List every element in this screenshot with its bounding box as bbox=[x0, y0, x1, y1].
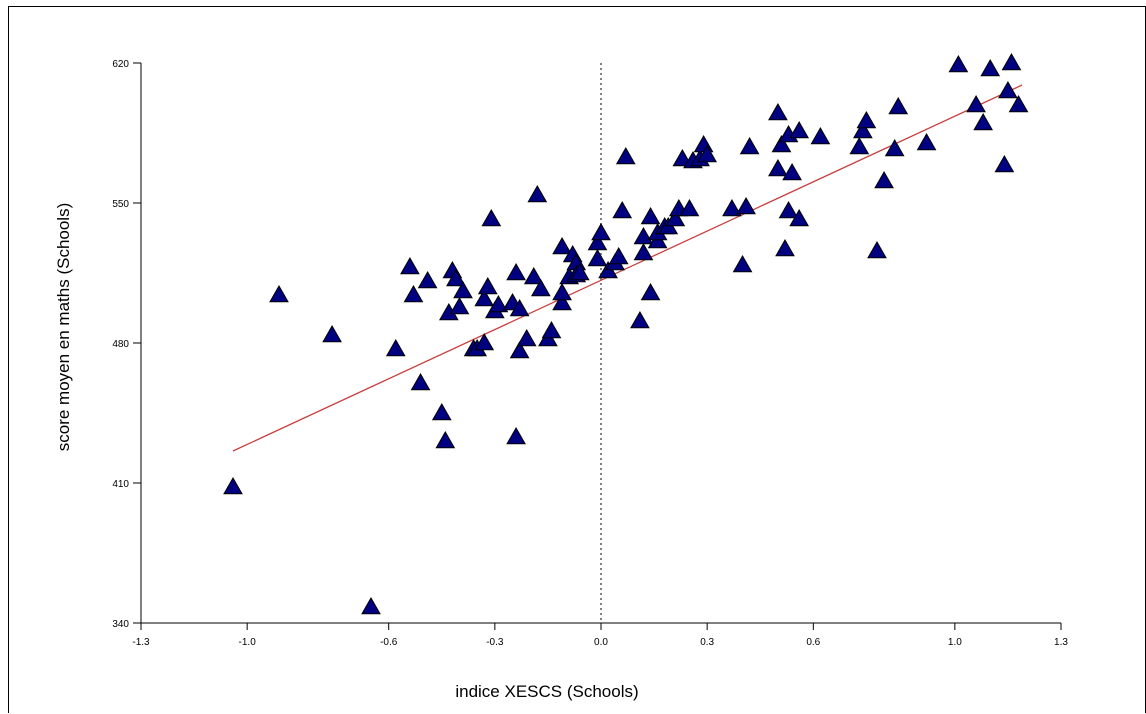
data-point-triangle bbox=[739, 136, 760, 155]
x-axis-title: indice XESCS (Schools) bbox=[455, 682, 638, 701]
data-point-triangle bbox=[361, 596, 381, 615]
data-point-triangle bbox=[608, 246, 629, 265]
data-point-triangle bbox=[640, 206, 661, 225]
data-point-triangle bbox=[523, 266, 544, 285]
data-point-triangle bbox=[736, 196, 756, 215]
data-point-triangle bbox=[994, 154, 1015, 173]
data-point-triangle bbox=[587, 248, 608, 267]
data-point-triangle bbox=[403, 284, 424, 303]
data-point-triangle bbox=[973, 112, 994, 131]
data-point-triangle bbox=[488, 294, 509, 313]
data-point-triangle bbox=[446, 268, 466, 287]
data-point-triangle bbox=[541, 320, 562, 339]
data-point-triangle bbox=[1001, 52, 1022, 71]
data-point-triangle bbox=[732, 254, 753, 273]
data-point-triangle bbox=[849, 136, 870, 155]
x-tick-label: 1.3 bbox=[1054, 637, 1068, 648]
axes: -1.3 -1.0 -0.6 -0.3 0.0 0.3 0.6 1.0 1.3 340 410 480… bbox=[112, 59, 1068, 648]
data-point-triangle bbox=[591, 222, 611, 241]
data-point-triangle bbox=[630, 310, 650, 329]
x-tick-label: -0.3 bbox=[486, 637, 504, 648]
data-point-triangle bbox=[400, 256, 420, 275]
x-tick-label: 0.3 bbox=[700, 637, 714, 648]
y-tick-label: 550 bbox=[112, 199, 129, 210]
y-tick-label: 340 bbox=[112, 619, 129, 630]
data-point-triangle bbox=[966, 94, 986, 113]
data-point-triangle bbox=[481, 208, 502, 227]
data-point-triangle bbox=[640, 282, 661, 301]
data-points bbox=[223, 52, 1029, 615]
data-point-triangle bbox=[722, 198, 742, 217]
fit-line-group bbox=[232, 84, 1023, 452]
data-point-triangle bbox=[509, 340, 530, 359]
data-point-triangle bbox=[223, 476, 243, 495]
data-point-triangle bbox=[552, 236, 572, 255]
data-point-triangle bbox=[453, 280, 473, 299]
data-point-triangle bbox=[633, 242, 654, 261]
data-point-triangle bbox=[410, 372, 431, 391]
data-point-triangle bbox=[477, 276, 498, 295]
x-tick-label: 0.0 bbox=[594, 637, 608, 648]
data-point-triangle bbox=[768, 102, 788, 121]
data-point-triangle bbox=[810, 126, 831, 145]
data-point-triangle bbox=[516, 328, 537, 347]
data-point-triangle bbox=[775, 238, 795, 257]
data-point-triangle bbox=[615, 146, 636, 165]
data-point-triangle bbox=[417, 270, 438, 289]
data-point-triangle bbox=[998, 80, 1018, 99]
y-tick-label: 480 bbox=[112, 339, 129, 350]
data-point-triangle bbox=[509, 298, 530, 317]
data-point-triangle bbox=[852, 120, 873, 139]
data-point-triangle bbox=[552, 292, 572, 311]
data-point-triangle bbox=[789, 208, 810, 227]
data-point-triangle bbox=[948, 54, 969, 73]
data-point-triangle bbox=[980, 58, 1001, 77]
x-tick-label: -1.0 bbox=[239, 637, 257, 648]
data-point-triangle bbox=[385, 338, 406, 357]
data-point-triangle bbox=[474, 288, 495, 307]
data-point-triangle bbox=[867, 240, 887, 259]
y-tick-label: 620 bbox=[112, 59, 129, 70]
data-point-triangle bbox=[1008, 94, 1029, 113]
data-point-triangle bbox=[665, 208, 686, 227]
regression-line bbox=[232, 84, 1023, 452]
data-point-triangle bbox=[679, 198, 700, 217]
data-point-triangle bbox=[530, 278, 551, 297]
data-point-triangle bbox=[771, 134, 792, 153]
data-point-triangle bbox=[768, 158, 788, 177]
y-axis-title: score moyen en maths (Schools) bbox=[54, 203, 73, 452]
data-point-triangle bbox=[506, 426, 526, 445]
data-point-triangle bbox=[552, 282, 572, 301]
y-tick-label: 410 bbox=[112, 479, 129, 490]
x-tick-label: -0.6 bbox=[380, 637, 398, 648]
data-point-triangle bbox=[888, 96, 909, 115]
x-tick-label: -1.3 bbox=[132, 637, 150, 648]
x-tick-label: 1.0 bbox=[948, 637, 962, 648]
data-point-triangle bbox=[778, 200, 799, 219]
data-point-triangle bbox=[874, 170, 894, 189]
data-point-triangle bbox=[789, 120, 810, 139]
data-point-triangle bbox=[322, 324, 342, 343]
data-point-triangle bbox=[269, 284, 289, 303]
data-point-triangle bbox=[916, 132, 937, 151]
data-point-triangle bbox=[506, 262, 526, 281]
data-point-triangle bbox=[449, 296, 470, 315]
data-point-triangle bbox=[633, 226, 654, 245]
data-point-triangle bbox=[431, 402, 452, 421]
data-point-triangle bbox=[569, 262, 590, 281]
data-point-triangle bbox=[693, 134, 714, 153]
data-point-triangle bbox=[612, 200, 633, 219]
data-point-triangle bbox=[697, 144, 718, 163]
data-point-triangle bbox=[474, 332, 495, 351]
chart-frame: -1.3 -1.0 -0.6 -0.3 0.0 0.3 0.6 1.0 1.3 340 410 480… bbox=[8, 6, 1146, 713]
data-point-triangle bbox=[884, 138, 905, 157]
scatter-chart: -1.3 -1.0 -0.6 -0.3 0.0 0.3 0.6 1.0 1.3 340 410 480… bbox=[54, 52, 1068, 701]
data-point-triangle bbox=[856, 110, 877, 129]
data-point-triangle bbox=[527, 184, 548, 203]
data-point-triangle bbox=[782, 162, 802, 181]
x-tick-label: 0.6 bbox=[806, 637, 820, 648]
data-point-triangle bbox=[435, 430, 456, 449]
